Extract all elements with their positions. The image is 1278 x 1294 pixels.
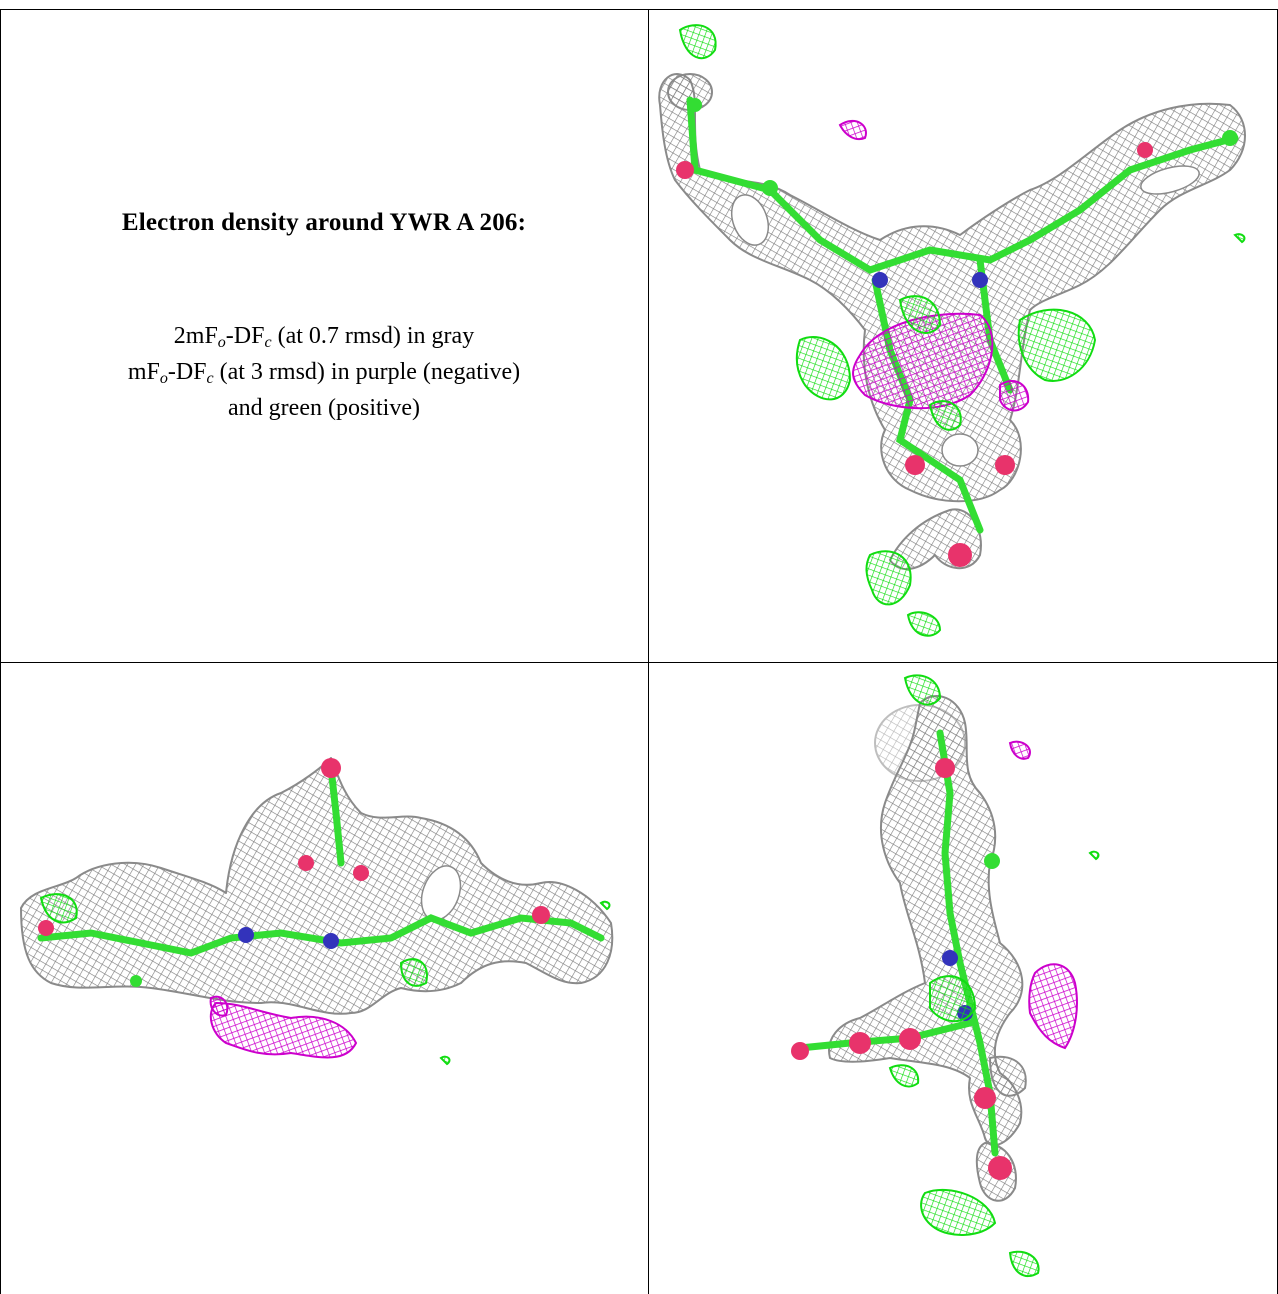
view-bottom-left bbox=[1, 663, 648, 1294]
border-top bbox=[0, 9, 1278, 10]
density-map-bottom-left bbox=[20, 757, 614, 1066]
view-bottom-right bbox=[650, 663, 1277, 1294]
divider-vertical bbox=[648, 9, 649, 1294]
caption-line-3: and green (positive) bbox=[228, 395, 420, 421]
view-top-right bbox=[650, 10, 1277, 661]
density-map-bottom-right bbox=[791, 674, 1100, 1278]
border-left bbox=[0, 9, 1, 1294]
caption-body: 2mFo-DFc (at 0.7 rmsd) in gray mFo-DFc (… bbox=[0, 318, 648, 426]
density-map-top-right bbox=[658, 24, 1246, 637]
caption-line-2: mFo-DFc (at 3 rmsd) in purple (negative) bbox=[127, 359, 521, 387]
divider-horizontal bbox=[0, 662, 1278, 663]
caption-cell: Electron density around YWR A 206: 2mFo-… bbox=[0, 0, 648, 662]
caption-title: Electron density around YWR A 206: bbox=[121, 209, 527, 236]
caption-line-1: 2mFo-DFc (at 0.7 rmsd) in gray bbox=[173, 323, 475, 351]
